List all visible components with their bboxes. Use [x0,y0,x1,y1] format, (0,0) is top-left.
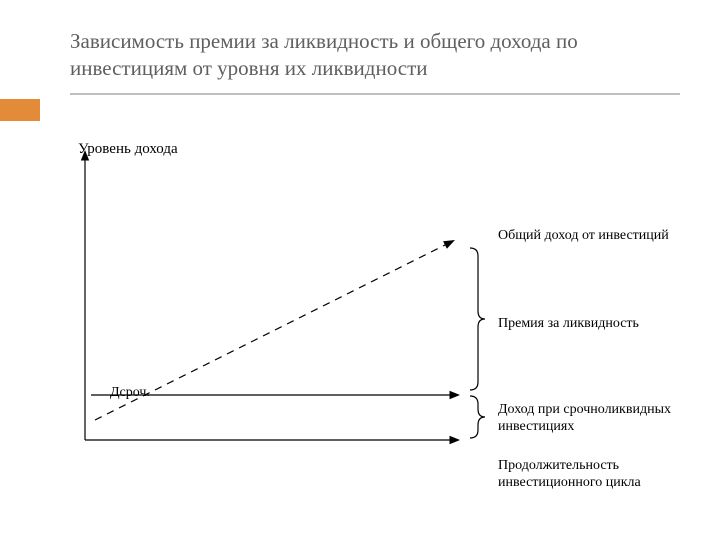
liquidity-chart: Уровень дохода Дсроч. Общий доход от инв… [0,140,720,540]
accent-bar [0,99,40,121]
premium-label: Премия за ликвидность [498,316,639,333]
total-income-label: Общий доход от инвестиций [498,228,669,245]
urgent-income-label: Доход при срочноликвидных инвестициях [498,402,720,436]
x-axis-label: Продолжительность инвестиционного цикла [498,458,720,492]
d-sroch-label: Дсроч. [110,385,150,402]
y-axis-label: Уровень дохода [78,140,178,158]
title-underline [70,93,680,95]
page-title: Зависимость премии за ликвидность и обще… [70,28,680,83]
